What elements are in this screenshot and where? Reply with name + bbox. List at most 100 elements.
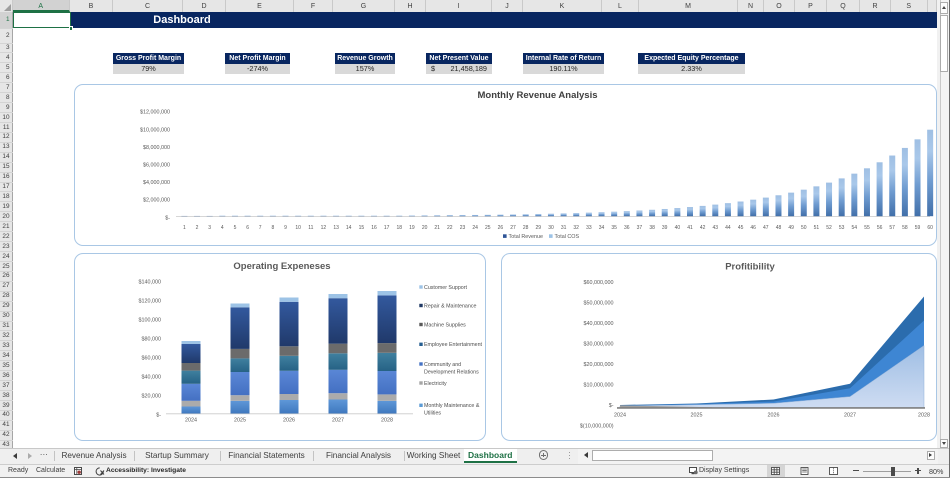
svg-text:22: 22: [447, 225, 453, 231]
svg-text:$10,000,000: $10,000,000: [584, 383, 614, 389]
svg-text:$8,000,000: $8,000,000: [143, 145, 170, 151]
svg-text:Profitibility: Profitibility: [725, 262, 775, 273]
svg-text:41: 41: [687, 225, 693, 231]
svg-text:40: 40: [675, 225, 681, 231]
svg-text:$30,000,000: $30,000,000: [584, 341, 614, 347]
svg-text:49: 49: [788, 225, 794, 231]
svg-text:60: 60: [927, 225, 933, 231]
svg-text:Monthly Maintenance &: Monthly Maintenance &: [424, 403, 480, 409]
svg-text:37: 37: [637, 225, 643, 231]
svg-text:2024: 2024: [614, 413, 626, 419]
svg-text:$10,000,000: $10,000,000: [140, 127, 170, 133]
svg-text:$12,000,000: $12,000,000: [140, 110, 170, 116]
svg-text:15: 15: [359, 225, 365, 231]
svg-text:54: 54: [852, 225, 858, 231]
svg-text:$-: $-: [165, 215, 170, 221]
svg-text:31: 31: [561, 225, 567, 231]
svg-text:2: 2: [196, 225, 199, 231]
svg-text:$120,000: $120,000: [139, 299, 161, 305]
svg-text:Operating Expeneses: Operating Expeneses: [233, 261, 330, 272]
svg-text:1: 1: [183, 225, 186, 231]
svg-text:$4,000,000: $4,000,000: [143, 180, 170, 186]
svg-text:35: 35: [611, 225, 617, 231]
svg-text:2026: 2026: [768, 413, 780, 419]
svg-text:$60,000: $60,000: [142, 356, 162, 362]
svg-text:$6,000,000: $6,000,000: [143, 163, 170, 169]
svg-text:26: 26: [498, 225, 504, 231]
svg-text:Repair & Maintenance: Repair & Maintenance: [424, 303, 476, 309]
svg-text:51: 51: [814, 225, 820, 231]
svg-text:50: 50: [801, 225, 807, 231]
svg-text:7: 7: [259, 225, 262, 231]
svg-text:16: 16: [371, 225, 377, 231]
svg-text:$40,000,000: $40,000,000: [584, 321, 614, 327]
svg-text:$2,000,000: $2,000,000: [143, 198, 170, 204]
svg-text:23: 23: [460, 225, 466, 231]
svg-text:5: 5: [234, 225, 237, 231]
svg-text:56: 56: [877, 225, 883, 231]
svg-text:Customer Support: Customer Support: [424, 285, 468, 291]
svg-text:28: 28: [523, 225, 529, 231]
svg-text:Total COS: Total COS: [555, 234, 580, 240]
svg-text:34: 34: [599, 225, 605, 231]
svg-text:$80,000: $80,000: [142, 337, 162, 343]
svg-text:57: 57: [889, 225, 895, 231]
svg-text:46: 46: [750, 225, 756, 231]
svg-text:47: 47: [763, 225, 769, 231]
svg-text:Utilities: Utilities: [424, 411, 441, 417]
svg-text:27: 27: [510, 225, 516, 231]
svg-text:$100,000: $100,000: [139, 318, 161, 324]
svg-text:45: 45: [738, 225, 744, 231]
svg-text:9: 9: [284, 225, 287, 231]
svg-text:53: 53: [839, 225, 845, 231]
svg-text:Electricity: Electricity: [424, 381, 447, 387]
svg-text:43: 43: [713, 225, 719, 231]
svg-text:2026: 2026: [283, 418, 295, 424]
svg-text:58: 58: [902, 225, 908, 231]
svg-text:17: 17: [384, 225, 390, 231]
svg-text:2027: 2027: [332, 418, 344, 424]
svg-text:2025: 2025: [691, 413, 703, 419]
svg-text:18: 18: [397, 225, 403, 231]
svg-text:6: 6: [246, 225, 249, 231]
svg-text:2024: 2024: [185, 418, 197, 424]
svg-text:$-: $-: [609, 403, 614, 409]
svg-text:Development Relations: Development Relations: [424, 369, 479, 375]
svg-text:$140,000: $140,000: [139, 280, 161, 286]
svg-text:Employee Entertainment: Employee Entertainment: [424, 342, 483, 348]
svg-text:11: 11: [308, 225, 313, 231]
svg-text:Total Revenue: Total Revenue: [509, 234, 543, 240]
svg-text:$20,000: $20,000: [142, 394, 162, 400]
svg-text:32: 32: [573, 225, 579, 231]
svg-text:20: 20: [422, 225, 428, 231]
svg-text:$20,000,000: $20,000,000: [584, 362, 614, 368]
svg-text:2025: 2025: [234, 418, 246, 424]
svg-text:13: 13: [333, 225, 339, 231]
svg-text:$50,000,000: $50,000,000: [584, 300, 614, 306]
svg-text:24: 24: [472, 225, 478, 231]
svg-text:52: 52: [826, 225, 832, 231]
svg-text:21: 21: [434, 225, 440, 231]
svg-text:$-: $-: [156, 413, 161, 419]
svg-text:Monthly Revenue Analysis: Monthly Revenue Analysis: [477, 90, 597, 101]
svg-text:38: 38: [649, 225, 655, 231]
svg-text:33: 33: [586, 225, 592, 231]
svg-text:44: 44: [725, 225, 731, 231]
svg-text:2028: 2028: [918, 413, 930, 419]
svg-text:12: 12: [321, 225, 327, 231]
svg-text:48: 48: [776, 225, 782, 231]
svg-text:25: 25: [485, 225, 491, 231]
svg-text:39: 39: [662, 225, 668, 231]
svg-text:14: 14: [346, 225, 352, 231]
svg-text:$(10,000,000): $(10,000,000): [580, 424, 614, 430]
svg-text:8: 8: [272, 225, 275, 231]
svg-text:36: 36: [624, 225, 630, 231]
svg-text:10: 10: [295, 225, 301, 231]
svg-text:30: 30: [548, 225, 554, 231]
svg-text:4: 4: [221, 225, 224, 231]
svg-text:2028: 2028: [381, 418, 393, 424]
svg-text:3: 3: [208, 225, 211, 231]
svg-text:19: 19: [409, 225, 415, 231]
svg-text:29: 29: [536, 225, 542, 231]
svg-text:Community and: Community and: [424, 362, 461, 368]
